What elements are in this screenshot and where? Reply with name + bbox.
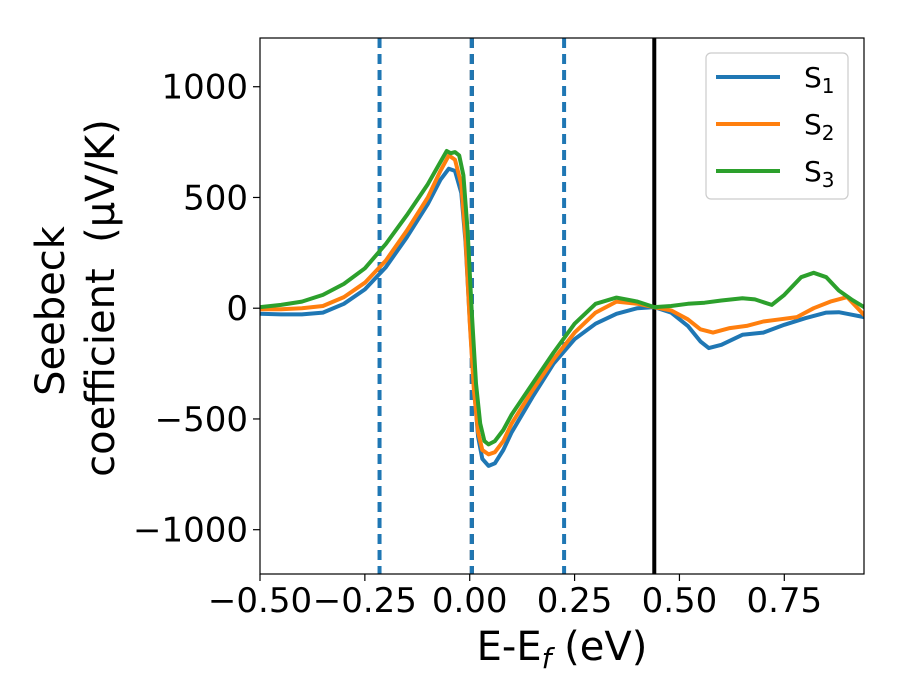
legend-label-s2: S2 xyxy=(804,108,835,145)
x-axis-label-unit: (eV) xyxy=(551,624,647,670)
legend-label-s3: S3 xyxy=(804,155,835,192)
y-tick-label: −1000 xyxy=(133,511,248,551)
x-tick-label: 0.00 xyxy=(432,581,508,621)
legend-label-s1: S1 xyxy=(804,61,835,98)
x-axis-label-main: E-E xyxy=(477,624,542,670)
y-axis: −1000 −500 0 500 1000 xyxy=(133,68,260,551)
plot-frame xyxy=(259,37,865,575)
y-axis-label-line-2: coefficient (μV/K) xyxy=(78,119,124,477)
x-axis: −0.50 −0.25 0.00 0.25 0.50 0.75 xyxy=(208,574,822,621)
y-axis-label-line-1: Seebeck xyxy=(28,225,74,396)
x-tick-label: 0.25 xyxy=(537,581,613,621)
legend-label-s3-main: S xyxy=(804,155,822,188)
legend-label-s3-sub: 3 xyxy=(822,168,835,192)
legend-label-s2-main: S xyxy=(804,108,822,141)
x-tick-label: −0.25 xyxy=(313,581,417,621)
y-tick-label: −500 xyxy=(155,400,248,440)
legend-label-s1-sub: 1 xyxy=(822,74,835,98)
series-line-s1 xyxy=(260,166,864,468)
x-axis-label: E-Ef (eV) xyxy=(477,624,648,675)
legend-label-s2-sub: 2 xyxy=(822,121,835,145)
series-line-s2 xyxy=(260,153,864,457)
y-tick-label: 500 xyxy=(183,178,248,218)
legend: S1 S2 S3 xyxy=(705,52,849,200)
y-tick-label: 1000 xyxy=(161,68,248,108)
y-tick-label: 0 xyxy=(226,289,248,329)
legend-label-s1-main: S xyxy=(804,61,822,94)
x-tick-label: 0.75 xyxy=(746,581,822,621)
series-lines xyxy=(260,149,864,468)
x-tick-label: −0.50 xyxy=(208,581,312,621)
series-line-s3 xyxy=(260,149,864,447)
x-tick-label: 0.50 xyxy=(642,581,718,621)
